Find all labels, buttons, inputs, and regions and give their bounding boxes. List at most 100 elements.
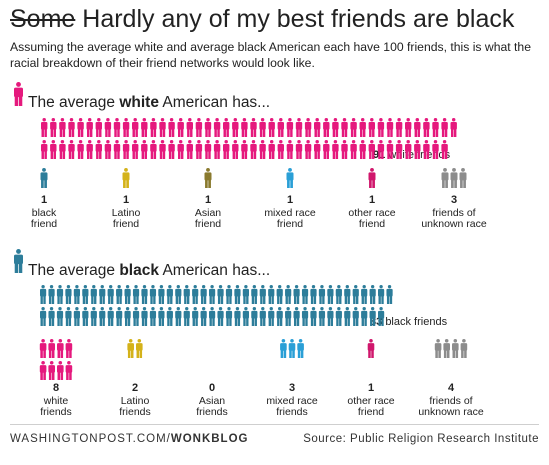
white-main-person-icon <box>386 118 394 137</box>
white-heading-post: American has... <box>162 94 271 111</box>
black-section-heading: The average black American has... <box>28 262 270 280</box>
white-main-person-icon <box>132 118 139 137</box>
white-cat-unknown-person-icon <box>441 168 449 188</box>
white-main-person-icon <box>150 118 157 137</box>
black-main-person-icon <box>132 285 140 304</box>
white-main-person-icon <box>332 140 339 159</box>
black-main-person-icon <box>310 285 317 304</box>
black-main-person-icon <box>234 285 241 304</box>
white-main-person-icon <box>268 118 275 137</box>
black-main-person-icon <box>234 307 241 326</box>
white-main-person-icon <box>186 118 193 137</box>
black-heading-post: American has... <box>162 262 271 279</box>
black-main-person-icon <box>352 285 359 304</box>
black-main-person-icon <box>90 285 97 304</box>
white-main-person-icon <box>213 118 221 137</box>
black-main-person-icon <box>344 307 351 326</box>
black-cat-white-person-icon <box>48 339 55 358</box>
white-cat-latino-person-icon <box>122 168 130 188</box>
white-main-person-icon <box>132 140 139 159</box>
white-main-person-icon <box>204 118 212 137</box>
black-cat-unknown-label: 4 friends of unknown race <box>418 382 484 418</box>
white-main-person-icon <box>59 118 66 137</box>
black-main-person-icon <box>352 307 359 326</box>
white-main-person-icon <box>141 118 148 137</box>
black-main-person-icon <box>82 285 89 304</box>
black-cat-white-person-icon <box>39 361 47 380</box>
white-main-person-icon <box>314 118 321 137</box>
black-main-person-icon <box>217 307 224 326</box>
black-main-person-icon <box>242 285 249 304</box>
black-main-person-icon <box>209 307 216 326</box>
black-cat-latino-person-icon <box>127 339 134 358</box>
white-main-person-icon <box>368 140 375 159</box>
white-main-person-icon <box>223 118 230 137</box>
white-cat-black-label: 1 black friend <box>30 194 58 230</box>
black-cat-white-person-icon <box>65 361 73 380</box>
black-main-person-icon <box>301 285 309 304</box>
white-main-person-icon <box>395 118 403 137</box>
black-main-person-icon <box>107 307 114 326</box>
black-cat-white-person-icon <box>57 361 64 380</box>
black-main-person-icon <box>327 307 334 326</box>
white-main-person-icon <box>450 118 457 137</box>
black-main-person-icon <box>369 285 376 304</box>
black-main-person-icon <box>116 307 123 326</box>
white-main-person-icon <box>286 118 294 137</box>
white-main-person-icon <box>259 140 266 159</box>
white-main-person-icon <box>304 140 312 159</box>
black-main-person-icon <box>124 307 131 326</box>
white-main-person-icon <box>268 140 275 159</box>
black-main-person-icon <box>293 307 300 326</box>
black-cat-unknown-person-icon <box>452 339 459 358</box>
black-main-person-icon <box>344 285 351 304</box>
black-main-person-icon <box>259 285 266 304</box>
black-person-header-icon <box>14 249 23 273</box>
white-main-person-icon <box>395 140 403 159</box>
white-main-person-icon <box>195 140 203 159</box>
black-main-person-icon <box>259 307 266 326</box>
white-main-person-icon <box>177 118 184 137</box>
white-main-person-icon <box>341 118 348 137</box>
title-text: Hardly any of my best friends are black <box>82 5 515 33</box>
black-cat-other-person-icon <box>367 339 375 358</box>
black-heading-bold: black <box>119 262 159 279</box>
white-person-header-icon <box>14 82 23 106</box>
white-main-person-icon <box>232 140 239 159</box>
black-main-person-icon <box>327 285 334 304</box>
white-section-heading: The average white American has... <box>28 94 270 112</box>
white-main-person-icon <box>41 140 48 159</box>
black-cat-unknown-person-icon <box>460 339 468 358</box>
black-main-person-icon <box>192 307 199 326</box>
black-main-person-icon <box>310 307 317 326</box>
white-cat-asian-person-icon <box>204 168 212 188</box>
black-main-person-icon <box>149 285 157 304</box>
white-main-person-icon <box>377 118 385 137</box>
black-main-person-icon <box>48 307 55 326</box>
white-main-person-icon <box>168 140 175 159</box>
white-main-person-icon <box>77 118 84 137</box>
black-main-person-icon <box>73 307 80 326</box>
black-main-person-icon <box>56 307 64 326</box>
black-cat-white-person-icon <box>57 339 64 358</box>
white-main-person-icon <box>41 118 48 137</box>
white-main-person-icon <box>432 140 439 159</box>
black-main-person-icon <box>369 307 376 326</box>
black-cat-mixed-person-icon <box>280 339 287 358</box>
white-main-person-icon <box>77 140 84 159</box>
black-main-person-icon <box>124 285 131 304</box>
white-main-person-icon <box>68 140 75 159</box>
footer-source: Source: Public Religion Research Institu… <box>303 433 539 445</box>
black-main-person-icon <box>200 307 207 326</box>
white-main-person-icon <box>195 118 203 137</box>
white-main-person-icon <box>323 118 330 137</box>
black-main-person-icon <box>40 307 47 326</box>
black-cat-white-person-icon <box>65 339 73 358</box>
white-main-person-icon <box>159 140 166 159</box>
white-main-person-icon <box>86 140 93 159</box>
black-cat-white-person-icon <box>48 361 55 380</box>
white-main-person-icon <box>104 118 112 137</box>
white-main-person-icon <box>414 140 421 159</box>
black-main-person-icon <box>99 307 106 326</box>
white-main-person-icon <box>277 140 284 159</box>
